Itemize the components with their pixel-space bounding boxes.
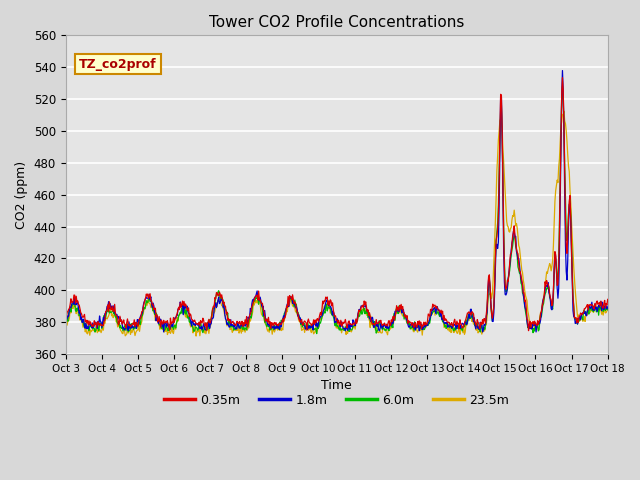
X-axis label: Time: Time bbox=[321, 379, 352, 393]
Y-axis label: CO2 (ppm): CO2 (ppm) bbox=[15, 161, 28, 229]
Text: TZ_co2prof: TZ_co2prof bbox=[79, 58, 157, 71]
Legend: 0.35m, 1.8m, 6.0m, 23.5m: 0.35m, 1.8m, 6.0m, 23.5m bbox=[159, 389, 514, 412]
Title: Tower CO2 Profile Concentrations: Tower CO2 Profile Concentrations bbox=[209, 15, 465, 30]
